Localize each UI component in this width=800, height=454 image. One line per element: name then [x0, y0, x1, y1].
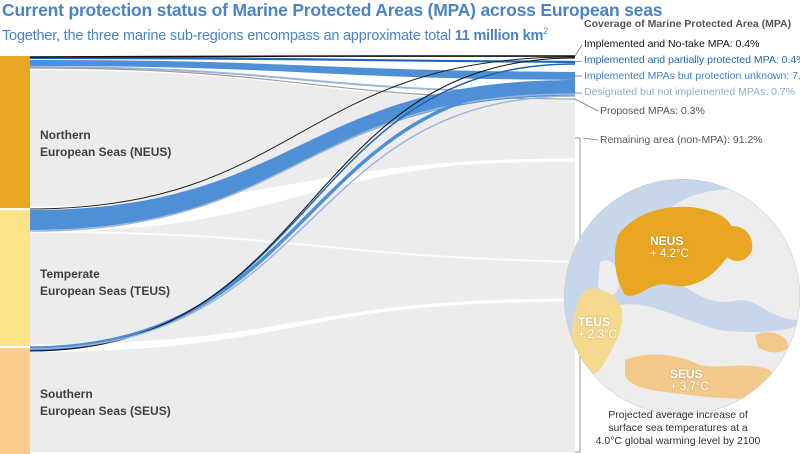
region-label-teus: Temperate European Seas (TEUS) [40, 266, 170, 300]
sea-teus [571, 288, 623, 376]
flow-neus-notake [29, 54, 576, 58]
map-caption: Projected average increase of surface se… [588, 409, 768, 448]
legend-item-proposed: Proposed MPAs: 0.3% [600, 105, 705, 117]
page-title: Current protection status of Marine Prot… [2, 0, 663, 20]
separator-line [29, 298, 576, 348]
legend-item-unknown: Implemented MPAs but protection unknown:… [584, 70, 800, 82]
page-subtitle: Together, the three marine sub-regions e… [2, 26, 548, 44]
map-label-name: NEUS [650, 234, 684, 248]
flow-seus-partial [29, 63, 576, 351]
map-label-neus: NEUS + 4.2°C [650, 235, 689, 260]
map-label-value: + 4.2°C [650, 248, 689, 260]
flow-seus-remaining [30, 300, 575, 452]
map-caption-line: surface sea temperatures at a [608, 422, 748, 434]
separator-line [29, 231, 576, 263]
legend-item-notake: Implemented and No-take MPA: 0.4% [584, 38, 760, 50]
region-bar-teus [0, 210, 30, 346]
sea-neus [614, 206, 734, 296]
flow-neus-partial [29, 56, 576, 64]
map-label-value: + 2.3°C [578, 329, 617, 341]
sea-seus [625, 354, 774, 399]
legend-title: Coverage of Marine Protected Area (MPA) [584, 18, 792, 30]
europe-map [564, 179, 800, 415]
legend-item-remaining: Remaining area (non-MPA): 91.2% [600, 134, 763, 146]
region-label-neus: Northern European Seas (NEUS) [40, 127, 171, 161]
region-label-line: Southern [40, 387, 93, 401]
region-bar-neus [0, 56, 30, 208]
legend-leaders [574, 44, 599, 141]
map-label-seus: SEUS + 3.7°C [670, 368, 709, 393]
land-uk [598, 260, 619, 296]
map-caption-line: Projected average increase of [608, 409, 748, 421]
sea-baltic [722, 226, 753, 262]
legend-item-designated: Designated but not implemented MPAs: 0.7… [584, 86, 796, 98]
map-label-value: + 3.7°C [670, 381, 709, 393]
subtitle-unit-exponent: 2 [543, 26, 548, 36]
subtitle-text: Together, the three marine sub-regions e… [2, 27, 455, 44]
region-label-line: European Seas (NEUS) [40, 145, 172, 159]
flow-teus-remaining [30, 160, 575, 346]
flow-neus-unknown [30, 60, 575, 80]
region-label-seus: Southern European Seas (SEUS) [40, 386, 171, 420]
region-label-line: Northern [40, 128, 91, 142]
map-label-name: SEUS [670, 367, 703, 381]
flow-teus-notake [29, 56, 576, 210]
flow-seus-designated [29, 95, 576, 350]
legend-item-partial: Implemented and partially protected MPA:… [584, 54, 800, 66]
map-label-name: TEUS [578, 315, 611, 329]
region-label-line: Temperate [40, 267, 100, 281]
flow-teus-unknown [30, 80, 575, 230]
flow-seus-unknown [29, 82, 576, 350]
region-label-line: European Seas (SEUS) [40, 404, 171, 418]
map-caption-line: 4.0°C global warming level by 2100 [595, 435, 761, 447]
subtitle-total: 11 million km [454, 27, 544, 44]
region-bar-seus [0, 348, 30, 454]
sea-black [755, 332, 789, 353]
region-label-line: European Seas (TEUS) [40, 284, 171, 298]
flow-teus-designated [29, 93, 576, 232]
map-label-teus: TEUS + 2.3°C [578, 316, 617, 341]
